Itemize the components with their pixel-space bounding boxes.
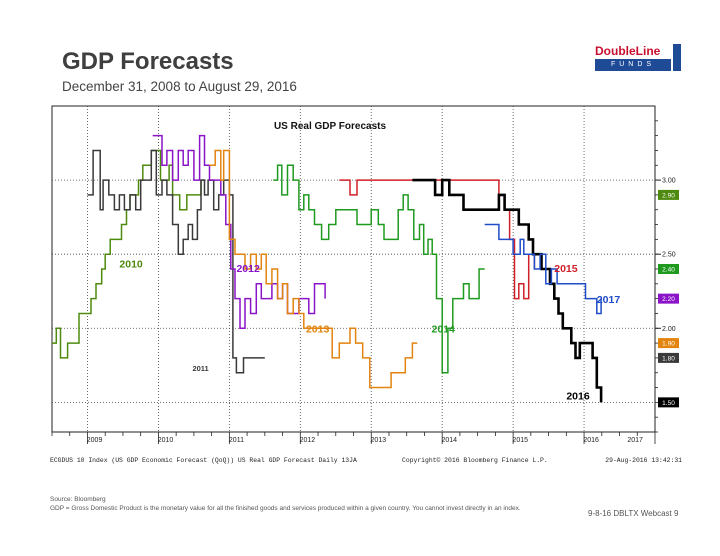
last-value-label: 2.90 (662, 192, 675, 199)
series-line-2017 (484, 223, 602, 315)
x-tick-label: 2010 (158, 437, 174, 444)
series-label-2013: 2013 (306, 324, 330, 336)
series-line-2013 (209, 149, 418, 389)
chart-footer-right: 29-Aug-2016 13:42:31 (605, 457, 682, 464)
chart-series (52, 134, 603, 403)
footer-definition: GDP = Gross Domestic Product is the mone… (50, 505, 521, 512)
last-value-box (658, 189, 679, 200)
last-value-box (658, 264, 679, 274)
last-value-box (658, 293, 679, 304)
last-value-label: 2.20 (662, 296, 675, 303)
x-tick-label: 2011 (229, 437, 244, 444)
footer-webcast: 9-8-16 DBLTX Webcast 9 (588, 509, 679, 518)
chart-footer-center: Copyright© 2016 Bloomberg Finance L.P. (402, 456, 548, 464)
chart-title: US Real GDP Forecasts (274, 121, 387, 132)
page-title: GDP Forecasts (62, 48, 234, 75)
series-line-2014 (273, 164, 485, 374)
last-value-label: 2.40 (662, 267, 675, 274)
last-value-box (658, 397, 679, 408)
chart-footer-left: ECGDUS 10 Index (US GDP Economic Forecas… (50, 457, 357, 464)
page-subtitle: December 31, 2008 to August 29, 2016 (62, 79, 297, 94)
x-tick-label: 2012 (300, 437, 316, 444)
y-tick-label: 2.50 (662, 252, 676, 259)
series-line-2015 (339, 179, 536, 300)
chart-frame (51, 105, 661, 444)
x-tick-label: 2017 (627, 437, 643, 444)
series-label-2010: 2010 (119, 259, 143, 271)
series-label-2015: 2015 (554, 263, 578, 275)
last-value-label: 1.50 (662, 400, 675, 407)
series-line-2016 (412, 178, 603, 403)
last-value-label: 1.80 (662, 355, 675, 362)
x-tick-label: 2015 (512, 437, 528, 444)
last-value-label: 1.90 (662, 341, 675, 348)
logo-wordmark: DoubleLine (595, 44, 661, 58)
y-tick-label: 2.00 (662, 326, 676, 333)
series-label-2014: 2014 (432, 324, 456, 336)
chart-labels: 2009 2010 2011 2012 2013 2014 2015 2016 2017 3.00… (50, 121, 682, 464)
series-label-2011: 2011 (192, 364, 208, 373)
x-tick-label: 2014 (441, 437, 457, 444)
logo-funds-bar: FUNDS (595, 59, 671, 71)
last-value-box (658, 352, 679, 363)
series-label-2017: 2017 (597, 294, 621, 306)
series-line-2011 (87, 149, 265, 374)
footer-source: Source: Bloomberg (50, 496, 106, 503)
x-tick-label: 2016 (583, 437, 599, 444)
logo-flag (673, 44, 681, 71)
x-tick-label: 2009 (87, 437, 103, 444)
gdp-forecast-chart: 2009 2010 2011 2012 2013 2014 2015 2016 2017 3.00… (50, 105, 682, 464)
y-tick-label: 3.00 (662, 178, 676, 185)
doubleline-logo: DoubleLine FUNDS (595, 44, 681, 72)
series-label-2016: 2016 (566, 390, 590, 402)
last-value-box (658, 338, 679, 349)
x-tick-label: 2013 (371, 437, 387, 444)
series-label-2012: 2012 (236, 263, 260, 275)
